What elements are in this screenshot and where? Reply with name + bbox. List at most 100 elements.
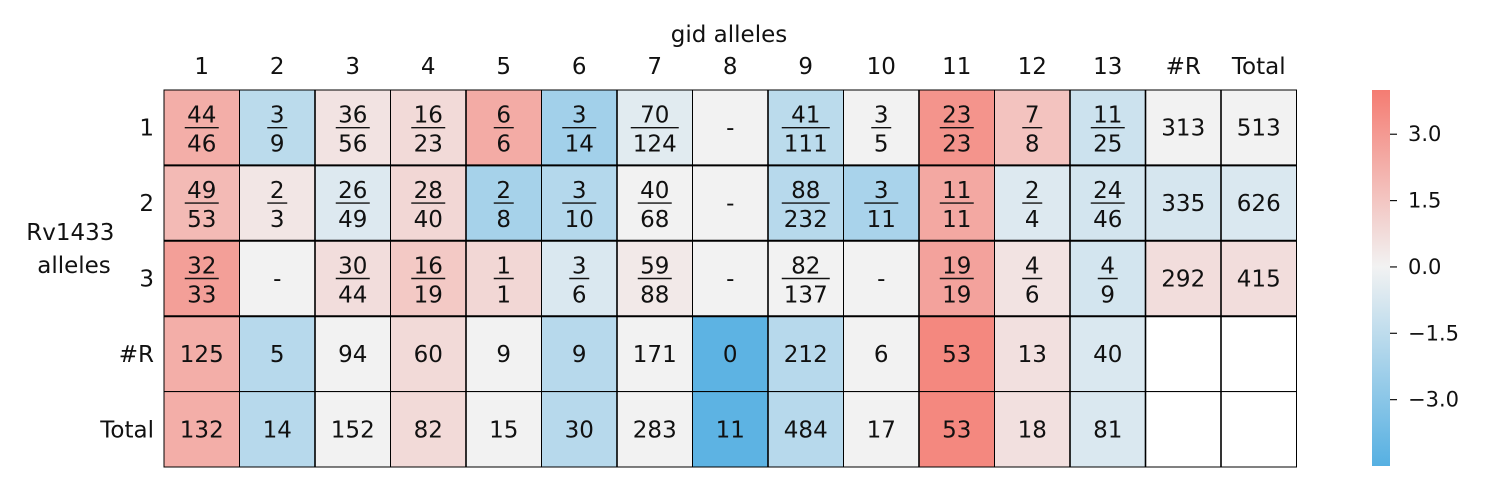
cell-value: 9 (572, 342, 587, 368)
cell-denominator: 1 (496, 283, 511, 309)
cell-denominator: 46 (187, 132, 216, 158)
cell-denominator: 6 (496, 132, 511, 158)
cell-numerator: 11 (942, 178, 971, 204)
cell-value: - (726, 267, 734, 293)
heatmap-cell: 335 (1145, 164, 1222, 242)
cell-numerator: 30 (338, 254, 367, 280)
cell-numerator: 1 (496, 254, 511, 280)
heatmap-cell: 40 (1069, 315, 1146, 393)
heatmap-cell: 18 (994, 391, 1071, 468)
cell-numerator: 3 (874, 178, 889, 204)
cell-numerator: 16 (414, 254, 443, 280)
cell-denominator: 56 (338, 132, 367, 158)
heatmap-cell: 152 (314, 391, 391, 468)
cell-value: - (726, 116, 734, 142)
heatmap-cell: 5 (239, 315, 316, 393)
cell-numerator: 41 (791, 103, 820, 129)
cell-background (692, 315, 769, 393)
cell-value: 335 (1161, 191, 1205, 217)
y-tick-label: 3 (139, 267, 154, 293)
cell-numerator: 59 (640, 254, 669, 280)
cell-background (465, 391, 542, 468)
cell-numerator: 3 (270, 103, 285, 129)
cell-numerator: 2 (496, 178, 511, 204)
heatmap-cell: 513 (1220, 89, 1297, 166)
heatmap-cell: 17 (843, 391, 920, 468)
heatmap-cell: 9 (465, 315, 542, 393)
cell-denominator: 5 (874, 132, 889, 158)
colorbar-tick-label: 3.0 (1408, 122, 1441, 146)
heatmap-cell: 11 (465, 240, 542, 317)
cell-numerator: 88 (791, 178, 820, 204)
x-tick-label: 10 (867, 54, 896, 80)
cell-numerator: 19 (942, 254, 971, 280)
x-tick-label: 12 (1018, 54, 1047, 80)
y-axis-title-line-1: Rv1433 (26, 220, 114, 246)
cell-background (1069, 391, 1146, 468)
cell-background (843, 240, 920, 317)
cell-numerator: 4 (1100, 254, 1115, 280)
cell-denominator: 8 (496, 207, 511, 233)
heatmap-cell: 30 (541, 391, 618, 468)
cell-background (843, 391, 920, 468)
cell-value: 40 (1093, 342, 1122, 368)
cell-value: 82 (414, 417, 443, 443)
heatmap-cell: - (692, 89, 769, 166)
cell-background (616, 315, 693, 393)
x-tick-label: 4 (421, 54, 436, 80)
heatmap-cell: 78 (994, 89, 1071, 166)
cell-value: 415 (1237, 267, 1281, 293)
cell-background (239, 315, 316, 393)
cell-denominator: 3 (270, 207, 285, 233)
cell-denominator: 11 (942, 207, 971, 233)
heatmap-cell: 292 (1145, 240, 1222, 317)
cell-denominator: 88 (640, 283, 669, 309)
y-tick-label: Total (99, 417, 154, 443)
cell-value: 283 (633, 417, 677, 443)
heatmap-cell: 53 (918, 315, 995, 393)
cell-value: 30 (565, 417, 594, 443)
heatmap-cell: 14 (239, 391, 316, 468)
cell-denominator: 49 (338, 207, 367, 233)
cell-denominator: 40 (414, 207, 443, 233)
cell-value: 0 (723, 342, 738, 368)
colorbar-tick-label: 1.5 (1408, 189, 1441, 213)
cell-denominator: 68 (640, 207, 669, 233)
heatmap-cell: 283 (616, 391, 693, 468)
heatmap-cell: 60 (390, 315, 467, 393)
heatmap-cell: 28 (465, 164, 542, 242)
cell-denominator: 111 (784, 132, 828, 158)
heatmap-cell (1220, 391, 1297, 468)
cell-numerator: 6 (496, 103, 511, 129)
cell-background (314, 315, 391, 393)
heatmap-cell: 415 (1220, 240, 1297, 317)
heatmap-cell: 212 (767, 315, 844, 393)
heatmap-cell: 49 (1069, 240, 1146, 317)
cell-denominator: 11 (867, 207, 896, 233)
heatmap-cell: - (692, 240, 769, 317)
cell-background (918, 315, 995, 393)
heatmap-cell: 13 (994, 315, 1071, 393)
cell-background (692, 164, 769, 242)
cell-numerator: 36 (338, 103, 367, 129)
cell-background (767, 391, 844, 468)
heatmap-cell (1145, 315, 1222, 393)
cell-numerator: 3 (874, 103, 889, 129)
colorbar-tick-label: 0.0 (1408, 255, 1441, 279)
y-tick-label: 2 (139, 191, 154, 217)
y-tick-label: #R (119, 342, 154, 368)
cell-numerator: 2 (1025, 178, 1040, 204)
cell-value: - (726, 191, 734, 217)
colorbar: 3.0 1.5 0.0 −1.5 −3.0 (1372, 90, 1459, 466)
heatmap-cell: 81 (1069, 391, 1146, 468)
cell-value: 152 (331, 417, 375, 443)
x-tick-label: 5 (496, 54, 511, 80)
heatmap-cell: 15 (465, 391, 542, 468)
